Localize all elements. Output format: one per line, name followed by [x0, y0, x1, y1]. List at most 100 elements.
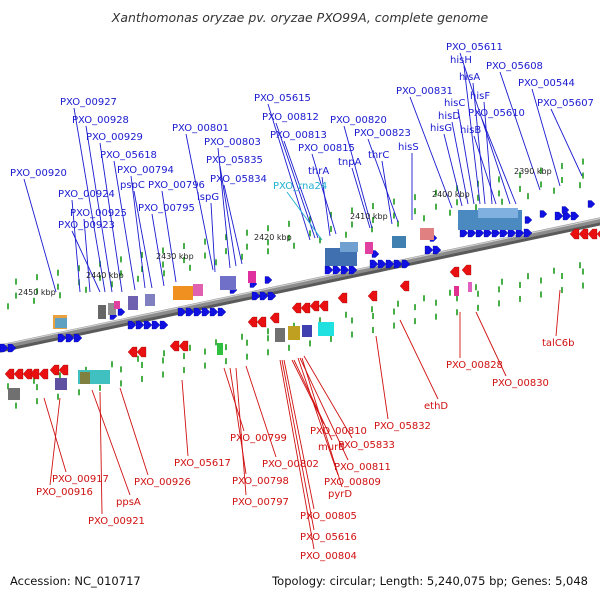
forward-gene-label: PXO_00929: [86, 132, 143, 143]
forward-gene-label: hisD: [438, 111, 460, 122]
reverse-gene-leader: [303, 355, 353, 439]
reverse-gene-label: PXO_00917: [52, 474, 109, 485]
reverse-gene-arrow: [318, 300, 329, 312]
forward-gene-arrow: [467, 228, 477, 238]
ortholog-box: [468, 282, 472, 292]
reverse-gene-label: PXO_05616: [300, 532, 357, 543]
reverse-gene-label: pyrD: [328, 489, 352, 500]
forward-gene-label: tnpA: [338, 157, 362, 168]
ortholog-box: [248, 271, 256, 283]
forward-gene-leader: [219, 165, 237, 267]
forward-gene-leader: [275, 122, 316, 239]
forward-gene-label: PXO_00813: [270, 130, 327, 141]
reverse-gene-arrow: [367, 290, 378, 302]
forward-gene-label: PXO_00920: [10, 168, 67, 179]
reverse-gene-arrow: [300, 302, 311, 314]
forward-gene-label: PXO_05618: [100, 150, 157, 161]
reverse-gene-arrow: [247, 316, 258, 328]
forward-gene-arrow: [385, 259, 395, 269]
forward-gene-leader: [99, 142, 123, 293]
forward-gene-arrow: [499, 228, 509, 238]
forward-gene-label: PXO_00927: [60, 97, 117, 108]
reverse-gene-label: PXO_00830: [492, 378, 549, 389]
reverse-gene-label: PXO_00798: [232, 476, 289, 487]
forward-gene-leader: [499, 71, 541, 191]
forward-gene-leader: [343, 125, 373, 229]
forward-gene-label: PXO_00795: [138, 203, 195, 214]
forward-gene-label: PXO_05611: [446, 42, 503, 53]
forward-gene-label: PXO_00924: [58, 189, 115, 200]
forward-gene-arrow: [459, 228, 469, 238]
reverse-gene-leader: [279, 359, 315, 550]
forward-gene-label: pspC: [120, 180, 145, 191]
ortholog-box: [392, 236, 406, 248]
reverse-gene-arrow: [13, 368, 24, 380]
forward-gene-arrow: [209, 307, 219, 317]
forward-gene-leader: [472, 82, 486, 205]
forward-gene-label: PXO_05834: [210, 174, 267, 185]
forward-gene-leader: [217, 147, 231, 269]
reverse-gene-leader: [283, 359, 315, 510]
reverse-gene-arrow: [337, 292, 348, 304]
forward-gene-arrow: [151, 320, 161, 330]
forward-gene-label: PXO_00815: [298, 143, 355, 154]
forward-gene-label: PXO_00812: [262, 112, 319, 123]
reverse-gene-label: PXO_00809: [324, 477, 381, 488]
forward-gene-arrow: [159, 320, 169, 330]
forward-gene-arrow: [251, 291, 261, 301]
backbone-line: [0, 217, 600, 350]
forward-gene-label: PXO_00796: [148, 180, 205, 191]
rna-gene-leader: [286, 191, 323, 241]
forward-gene-leader: [321, 176, 331, 237]
ortholog-box: [420, 228, 434, 240]
forward-gene-arrow: [117, 308, 126, 316]
forward-gene-leader: [459, 52, 511, 205]
forward-gene-arrow: [524, 216, 533, 224]
forward-gene-label: hisF: [470, 91, 490, 102]
forward-gene-label: hisA: [459, 72, 480, 83]
forward-gene-arrow: [217, 307, 227, 317]
ortholog-box: [340, 242, 358, 252]
forward-gene-leader: [283, 140, 319, 239]
forward-gene-leader: [367, 138, 399, 223]
forward-gene-label: hisS: [398, 142, 419, 153]
forward-gene-label: PXO_00801: [172, 123, 229, 134]
forward-gene-arrow: [193, 307, 203, 317]
reverse-gene-label: PXO_00810: [310, 426, 367, 437]
forward-gene-arrow: [324, 265, 334, 275]
forward-gene-label: PXO_00831: [396, 86, 453, 97]
forward-gene-arrow: [369, 259, 379, 269]
forward-gene-leader: [113, 160, 136, 291]
genome-backbone: [0, 217, 600, 353]
reverse-gene-leader: [291, 359, 325, 425]
forward-gene-leader: [443, 133, 463, 207]
forward-gene-leader: [73, 107, 106, 293]
forward-gene-arrow: [554, 211, 564, 221]
forward-gene-arrow: [185, 307, 195, 317]
reverse-gene-label: PXO_00797: [232, 497, 289, 508]
forward-gene-leader: [130, 175, 146, 289]
reverse-gene-label: PXO_00799: [230, 433, 287, 444]
reverse-gene-leader: [301, 357, 343, 488]
forward-gene-arrow: [377, 259, 387, 269]
reverse-gene-arrow: [461, 264, 472, 276]
ortholog-box: [8, 388, 20, 400]
ortholog-box: [128, 296, 138, 310]
forward-gene-label: PXO_00823: [354, 128, 411, 139]
reverse-gene-label: PXO_00926: [134, 477, 191, 488]
forward-gene-leader: [351, 167, 371, 229]
forward-gene-arrow: [432, 245, 442, 255]
reverse-gene-leader: [223, 367, 245, 432]
reverse-gene-leader: [293, 359, 333, 441]
ortholog-box: [173, 286, 193, 300]
forward-gene-leader: [151, 213, 165, 287]
forward-gene-arrow: [135, 320, 145, 330]
forward-gene-leader: [71, 230, 101, 293]
forward-gene-arrow: [475, 228, 485, 238]
reverse-gene-label: PXO_00804: [300, 551, 357, 562]
forward-gene-label: PXO_00923: [58, 220, 115, 231]
backbone-highlight: [0, 217, 600, 347]
ortholog-box: [325, 248, 357, 266]
reverse-gene-arrow: [269, 312, 280, 324]
